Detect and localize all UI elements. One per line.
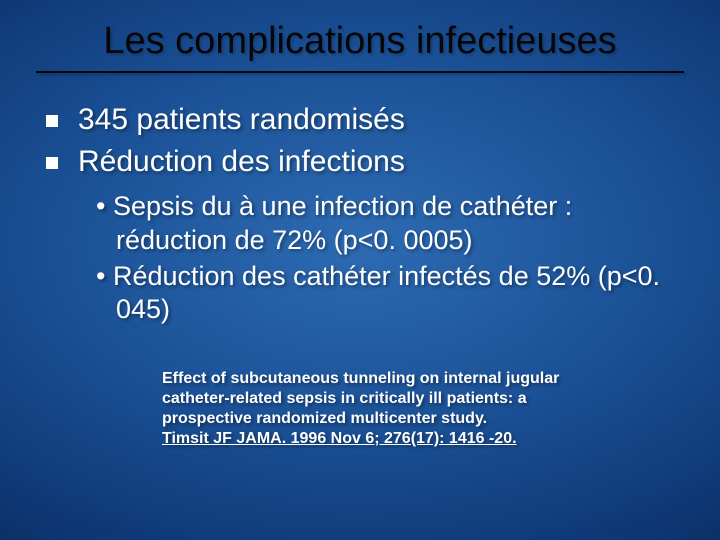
square-bullet-icon: [46, 157, 58, 169]
list-item: • Sepsis du à une infection de cathéter …: [96, 190, 674, 258]
list-item: 345 patients randomisés: [46, 101, 674, 139]
citation-line: Effect of subcutaneous tunneling on inte…: [162, 369, 614, 429]
citation-block: Effect of subcutaneous tunneling on inte…: [46, 329, 674, 449]
bullet-text: Réduction des infections: [78, 143, 405, 181]
list-item: Réduction des infections: [46, 143, 674, 181]
citation-underline: Timsit JF JAMA. 1996 Nov 6; 276(17): 141…: [162, 430, 517, 447]
list-item: • Réduction des cathéter infectés de 52%…: [96, 260, 674, 328]
slide-body: 345 patients randomisés Réduction des in…: [0, 73, 720, 449]
square-bullet-icon: [46, 115, 58, 127]
bullet-text: 345 patients randomisés: [78, 101, 405, 139]
slide: Les complications infectieuses 345 patie…: [0, 0, 720, 540]
slide-title: Les complications infectieuses: [0, 0, 720, 71]
citation-line: Timsit JF JAMA. 1996 Nov 6; 276(17): 141…: [162, 429, 614, 449]
sub-list: • Sepsis du à une infection de cathéter …: [46, 184, 674, 327]
